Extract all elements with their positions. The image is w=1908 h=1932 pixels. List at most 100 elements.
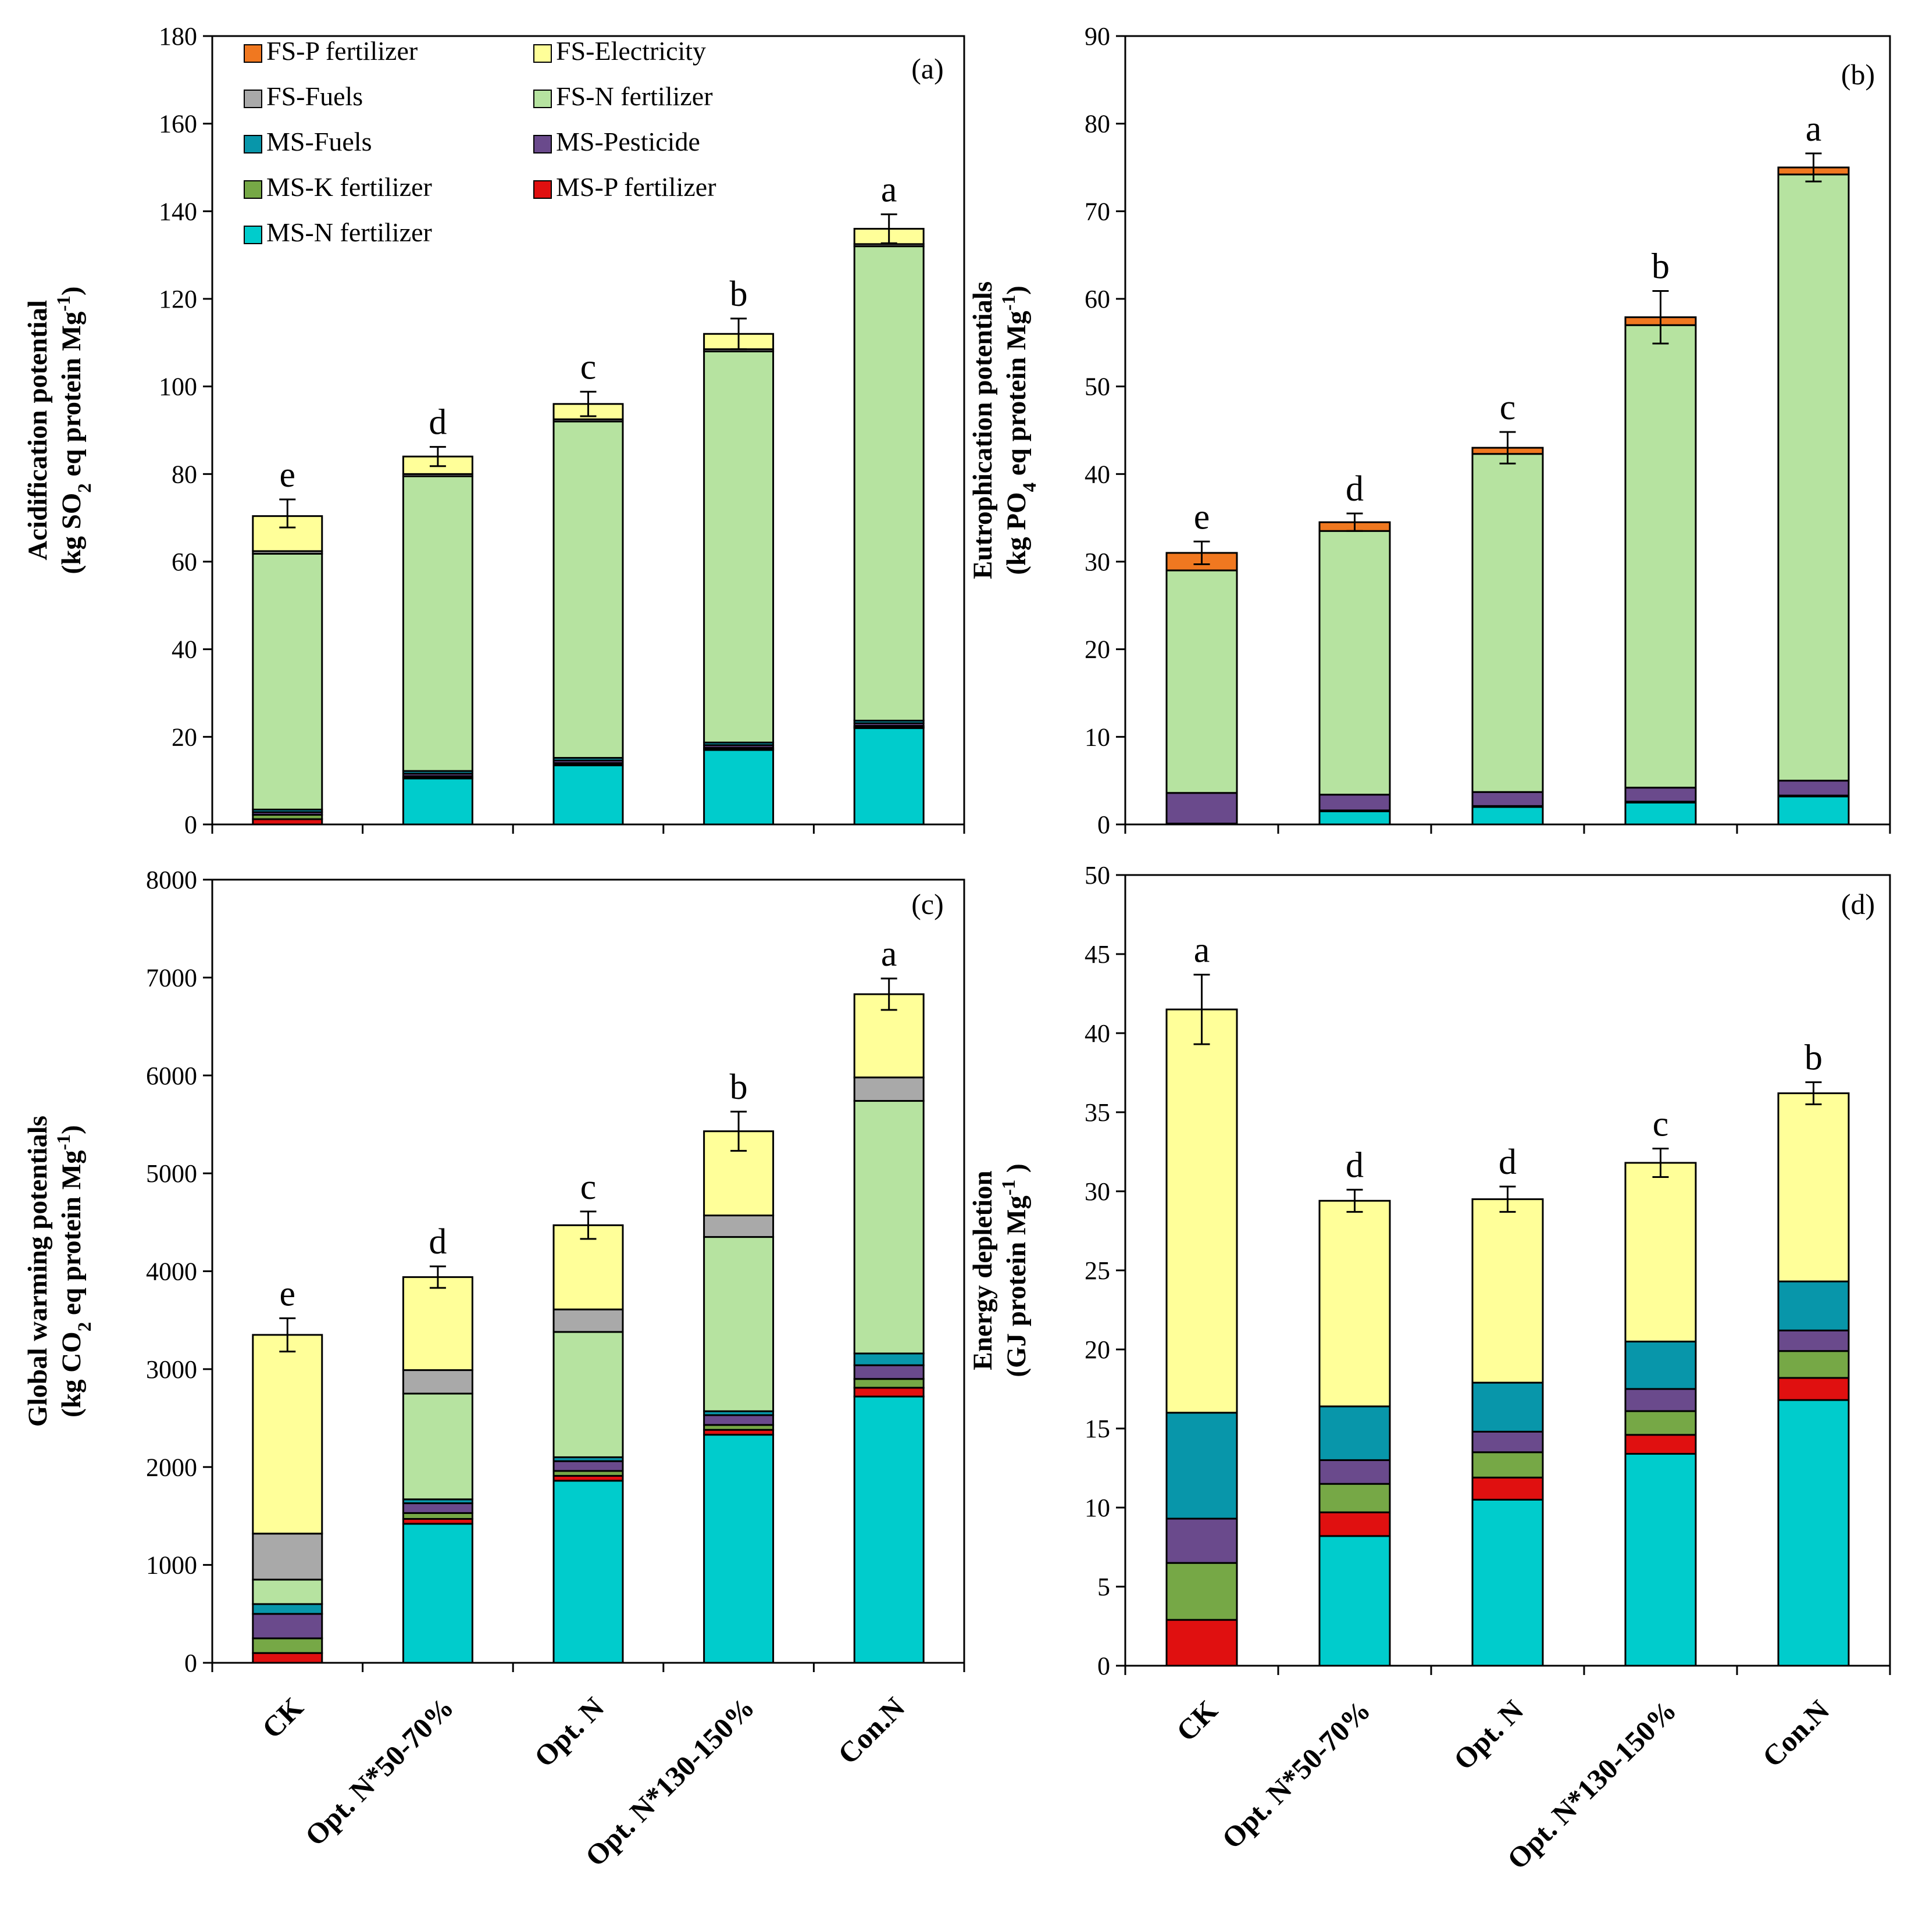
bar-segment-ms-pesticide [1165, 792, 1238, 824]
significance-label: c [1500, 388, 1516, 427]
bar-group-opt-n-50-70: d [402, 403, 473, 826]
bar-segment-ms-p-fertilizer [252, 1652, 323, 1664]
legend-label: MS-P fertilizer [556, 172, 716, 202]
bar-segment-ms-n-fertilizer [703, 749, 775, 826]
bar-segment-fs-electricity [1318, 1199, 1391, 1408]
panel-label: (a) [911, 52, 944, 85]
y-tick-label: 15 [1085, 1415, 1110, 1443]
y-tick-label: 20 [1085, 1335, 1110, 1364]
bar-segment-ms-pesticide [552, 1460, 624, 1472]
y-tick-label: 30 [1085, 548, 1110, 576]
bar-segment-ms-pesticide [1777, 1329, 1850, 1352]
bar-segment-ms-k-fertilizer [252, 1637, 323, 1654]
bar-segment-ms-p-fertilizer [1777, 1377, 1850, 1401]
bar-segment-fs-n-fertilizer [1624, 324, 1697, 789]
bar-segment-fs-fuels [252, 1533, 323, 1581]
bar-segment-ms-n-fertilizer [402, 1523, 473, 1664]
bar-segment-fs-n-fertilizer [252, 1579, 323, 1605]
y-tick-label: 50 [1085, 373, 1110, 401]
bar-segment-fs-n-fertilizer [1318, 530, 1391, 796]
y-axis-label-line2: (kg CO2 eq protein Mg-1) [54, 1125, 95, 1417]
bar-segment-ms-n-fertilizer [1624, 801, 1697, 826]
bar-segment-ms-p-fertilizer [853, 1387, 925, 1398]
bar-segment-ms-fuels [1624, 1340, 1697, 1390]
bar-group-opt-n: c [552, 1167, 624, 1664]
significance-label: d [1346, 469, 1364, 509]
y-tick-label: 180 [159, 22, 197, 51]
legend-swatch [244, 44, 262, 63]
significance-label: b [1652, 247, 1670, 286]
bar-segment-ms-n-fertilizer [1777, 1399, 1850, 1667]
bar-segment-ms-n-fertilizer [1471, 806, 1544, 826]
bar-segment-fs-n-fertilizer [1471, 453, 1544, 793]
y-tick-label: 35 [1085, 1098, 1110, 1127]
bar-group-con-n: b [1777, 1038, 1850, 1667]
category-label-opt-n-50-70: Opt. N*50-70% [298, 1691, 459, 1852]
bar-segment-fs-n-fertilizer [552, 420, 624, 759]
significance-label: d [1346, 1145, 1364, 1185]
bar-segment-ms-n-fertilizer [1318, 1535, 1391, 1667]
bar-segment-ms-pesticide [1624, 1388, 1697, 1412]
bar-segment-ms-k-fertilizer [1777, 1350, 1850, 1379]
chart-panel-3: 0 1000 2000 3000 4000 5000 6000 7000 8000 e CK d Opt… [23, 866, 965, 1873]
bar-segment-ms-k-fertilizer [1624, 1410, 1697, 1436]
bar-segment-fs-electricity [1165, 1008, 1238, 1414]
y-tick-label: 0 [1097, 810, 1110, 839]
y-axis-label-line1: Energy depletion [968, 1170, 998, 1370]
significance-label: d [429, 1222, 447, 1262]
significance-label: d [429, 403, 447, 442]
bar-segment-fs-electricity [1777, 1092, 1850, 1283]
y-tick-label: 45 [1085, 940, 1110, 969]
bar-segment-fs-electricity [252, 1334, 323, 1535]
y-tick-label: 8000 [146, 866, 197, 894]
category-label-opt-n: Opt. N [1447, 1694, 1530, 1776]
legend-swatch [533, 44, 552, 63]
bar-segment-ms-p-fertilizer [1165, 1619, 1238, 1667]
bar-segment-ms-pesticide [1318, 794, 1391, 812]
significance-label: d [1499, 1142, 1517, 1182]
bar-segment-ms-p-fertilizer [1624, 1434, 1697, 1455]
bar-group-opt-n-130-150: b [1624, 247, 1697, 826]
bar-segment-ms-n-fertilizer [552, 764, 624, 826]
bar-segment-fs-n-fertilizer [252, 552, 323, 810]
bar-segment-ms-n-fertilizer [402, 777, 473, 826]
panel-label: (c) [911, 888, 944, 920]
legend-label: MS-Pesticide [556, 127, 700, 156]
bar-group-opt-n-50-70: d [1318, 1145, 1391, 1667]
legend-swatch [533, 90, 552, 108]
significance-label: b [730, 1067, 748, 1107]
bar-segment-ms-pesticide [853, 1364, 925, 1380]
y-tick-label: 0 [1097, 1652, 1110, 1680]
bar-segment-fs-n-fertilizer [402, 475, 473, 772]
y-tick-label: 70 [1085, 197, 1110, 226]
bar-segment-fs-n-fertilizer [703, 1236, 775, 1412]
bar-segment-ms-n-fertilizer [1471, 1498, 1544, 1667]
y-tick-label: 90 [1085, 22, 1110, 51]
legend-swatch [244, 226, 262, 244]
bar-segment-fs-n-fertilizer [402, 1392, 473, 1501]
y-axis-label-line1: Eutrophication potentials [968, 281, 998, 579]
legend-item-fs-fuels: FS-Fuels [244, 81, 363, 111]
y-tick-label: 100 [159, 373, 197, 401]
bar-group-opt-n: c [1471, 388, 1544, 826]
y-tick-label: 5 [1097, 1573, 1110, 1601]
bar-segment-ms-pesticide [703, 1414, 775, 1426]
y-tick-label: 40 [1085, 1019, 1110, 1048]
bar-segment-fs-n-fertilizer [853, 1100, 925, 1355]
legend-swatch [244, 135, 262, 153]
y-tick-label: 160 [159, 110, 197, 138]
bar-group-opt-n-130-150: b [703, 274, 775, 826]
bar-segment-ms-p-fertilizer [1318, 1511, 1391, 1537]
bar-segment-fs-electricity [402, 1276, 473, 1372]
legend-swatch [533, 180, 552, 199]
category-label-opt-n-130-150: Opt. N*130-150% [1501, 1694, 1683, 1876]
significance-label: e [280, 455, 296, 495]
panel-label: (d) [1841, 888, 1875, 920]
category-label-con-n: Con.N [1756, 1694, 1835, 1773]
bar-group-opt-n: d [1471, 1142, 1544, 1667]
y-tick-label: 40 [1085, 460, 1110, 488]
bar-segment-ms-n-fertilizer [853, 1395, 925, 1664]
bar-segment-ms-pesticide [1471, 1430, 1544, 1454]
bar-group-opt-n-130-150: c [1624, 1105, 1697, 1667]
